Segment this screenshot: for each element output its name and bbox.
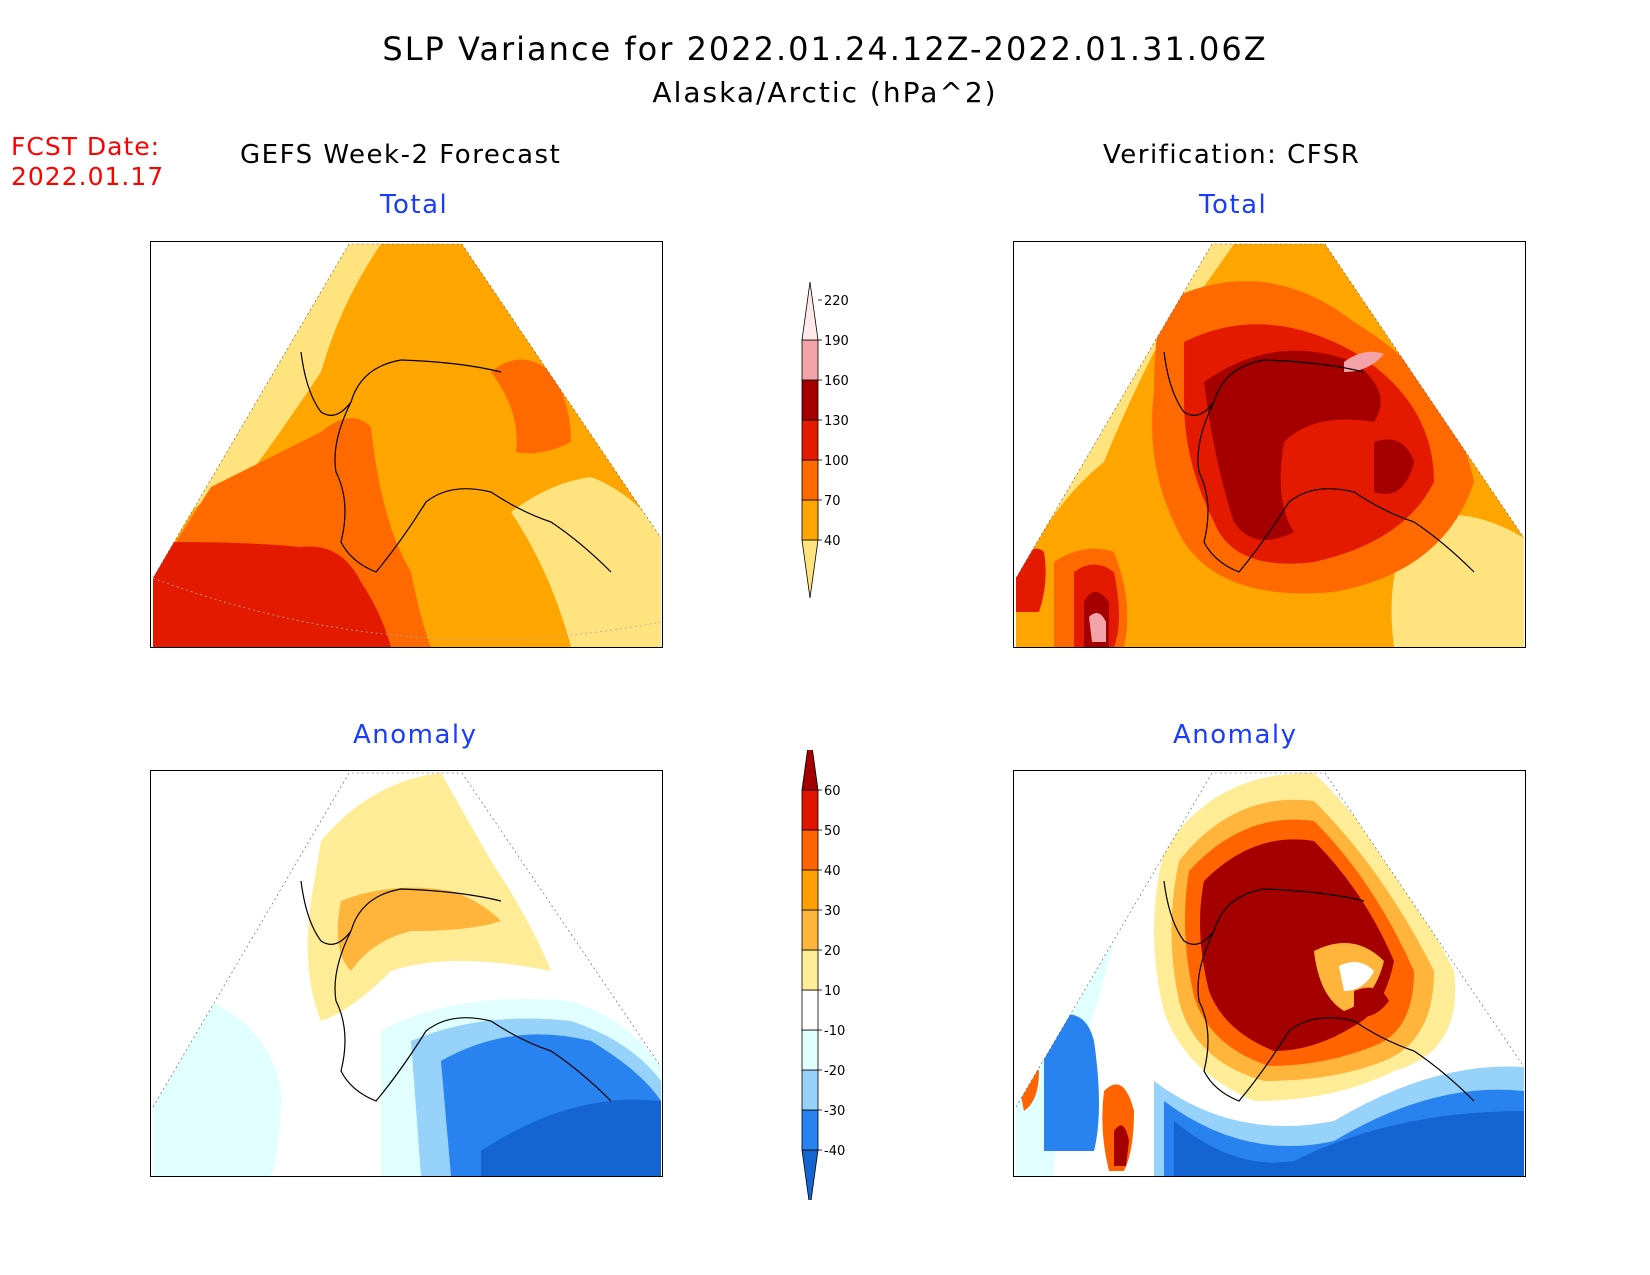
colorbar-tick-label: 60 <box>824 784 841 799</box>
verification-total-title: Total <box>1199 190 1268 220</box>
contour-20-30 <box>337 887 501 971</box>
map-title: SLP Variance for 2022.01.24.12Z-2022.01.… <box>382 30 1268 68</box>
colorbar-swatch <box>801 949 819 991</box>
forecast-anomaly-title: Anomaly <box>353 720 478 750</box>
contour-160-190 <box>1374 439 1414 494</box>
colorbar-tick-label: -40 <box>824 1144 845 1159</box>
contour-above-60 <box>1114 1125 1129 1166</box>
forecast-column-title: GEFS Week-2 Forecast <box>240 140 562 170</box>
contour-above-60 <box>1354 987 1389 1017</box>
colorbar-swatch <box>801 339 819 381</box>
contour-100-130 <box>491 359 571 454</box>
verification-column-title: Verification: CFSR <box>1103 140 1361 170</box>
colorbar-swatch <box>801 909 819 951</box>
colorbar-swatch <box>801 281 819 341</box>
anomaly-colorbar: -40 -30 -20 -10 10 20 30 40 50 60 <box>801 750 845 1200</box>
colorbar-tick-label: 10 <box>824 984 841 999</box>
verification-total-map <box>1013 241 1526 648</box>
forecast-total-title: Total <box>380 190 449 220</box>
colorbar-swatch <box>801 789 819 831</box>
colorbar-swatch <box>801 459 819 501</box>
forecast-date-value: 2022.01.17 <box>11 162 165 191</box>
colorbar-tick-label: 100 <box>824 454 849 469</box>
verification-anomaly-map <box>1013 770 1526 1177</box>
coastline <box>300 880 612 1102</box>
coastline <box>300 351 612 573</box>
colorbar-tick-label: 70 <box>824 494 841 509</box>
colorbar-tick-label: 50 <box>824 824 841 839</box>
contour-40-70 <box>1016 244 1234 578</box>
contour-minus10-minus20 <box>153 1001 281 1176</box>
colorbar-tick-label: 160 <box>824 374 849 389</box>
colorbar-tick-label: 40 <box>824 534 841 549</box>
forecast-anomaly-map <box>150 770 663 1177</box>
colorbar-swatch <box>801 539 819 599</box>
contour-minus30-minus40 <box>1044 1014 1099 1151</box>
coastline <box>1163 351 1475 573</box>
contour-130-160 <box>153 542 391 647</box>
contour-neutral <box>1339 962 1374 991</box>
colorbar-swatch <box>801 1109 819 1151</box>
colorbar-swatch <box>801 829 819 871</box>
colorbar-swatch <box>801 750 819 791</box>
colorbar-swatch <box>801 1069 819 1111</box>
colorbar-swatch <box>801 1149 819 1200</box>
total-colorbar: 40 70 100 130 160 190 220 <box>801 281 849 599</box>
contour-below-minus40 <box>481 1099 661 1176</box>
contour-below-minus40 <box>1174 1111 1524 1176</box>
contour-160-190 <box>1204 350 1381 540</box>
contour-190-220 <box>1344 351 1384 372</box>
colorbar-swatch <box>801 989 819 1031</box>
verification-anomaly-title: Anomaly <box>1173 720 1298 750</box>
colorbar-swatch <box>801 1029 819 1071</box>
contour-40-70 <box>511 477 661 647</box>
contour-190-220 <box>1089 613 1106 642</box>
colorbar-tick-label: -30 <box>824 1104 845 1119</box>
colorbar-swatch <box>801 499 819 541</box>
colorbar-tick-label: 130 <box>824 414 849 429</box>
colorbar-tick-label: -10 <box>824 1024 845 1039</box>
forecast-total-map <box>150 241 663 648</box>
colorbar-tick-label: -20 <box>824 1064 845 1079</box>
coastline <box>1163 880 1475 1102</box>
colorbar-tick-label: 220 <box>824 294 849 309</box>
colorbar-swatch <box>801 869 819 911</box>
colorbar-tick-label: 30 <box>824 904 841 919</box>
colorbar-tick-label: 40 <box>824 864 841 879</box>
colorbar-swatch <box>801 379 819 421</box>
contour-130-160 <box>1016 548 1046 612</box>
colorbar-swatch <box>801 419 819 461</box>
colorbar-tick-label: 190 <box>824 334 849 349</box>
map-subtitle: Alaska/Arctic (hPa^2) <box>652 76 998 109</box>
colorbar-tick-label: 20 <box>824 944 841 959</box>
forecast-date-label: FCST Date: <box>11 132 161 161</box>
